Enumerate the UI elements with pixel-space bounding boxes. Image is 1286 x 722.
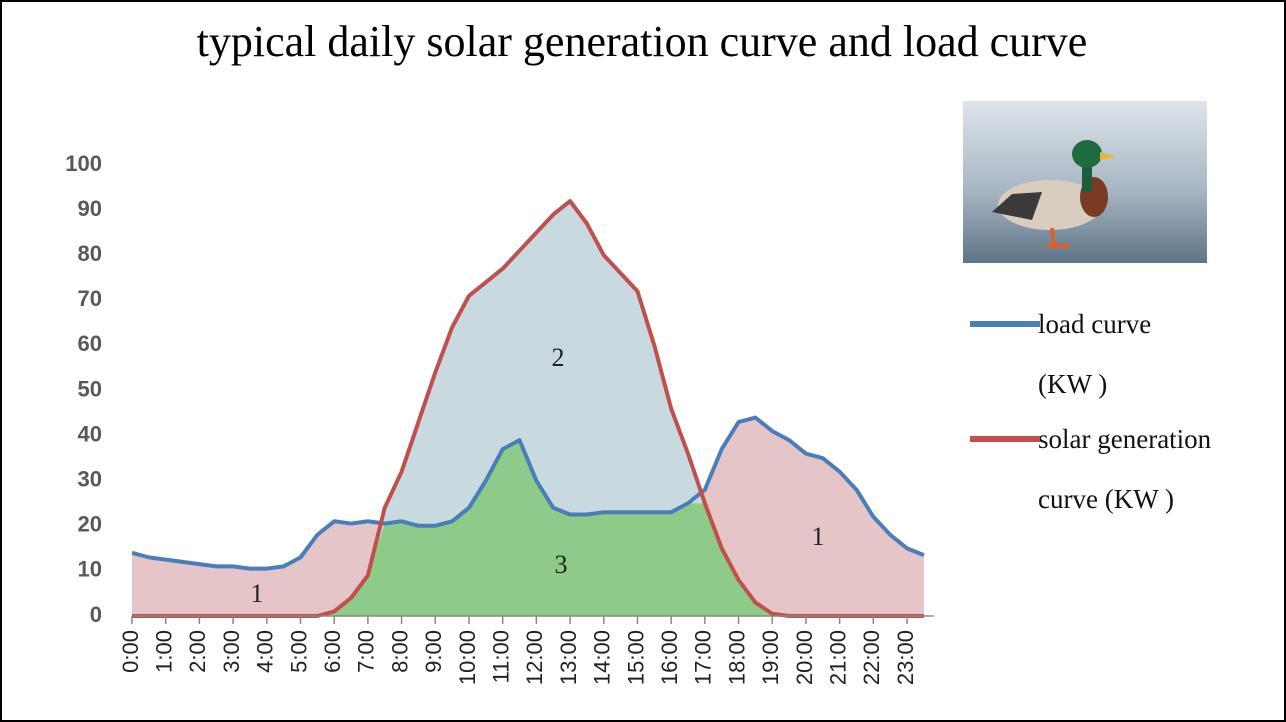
x-tick-label: 9:00: [421, 630, 446, 673]
x-tick-label: 23:00: [893, 630, 918, 685]
x-tick-label: 15:00: [623, 630, 648, 685]
region-label: 1: [812, 522, 825, 551]
overlap-area: [132, 440, 924, 616]
x-tick-label: 12:00: [522, 630, 547, 685]
y-tick-label: 10: [78, 557, 102, 582]
legend-swatch: [970, 436, 1040, 442]
legend-item: load curve (KW ): [966, 294, 1163, 414]
y-tick-label: 40: [78, 421, 102, 446]
x-tick-label: 3:00: [219, 630, 244, 673]
y-tick-label: 50: [78, 376, 102, 401]
x-tick-label: 0:00: [118, 630, 143, 673]
y-tick-label: 100: [65, 151, 102, 176]
x-tick-label: 18:00: [724, 630, 749, 685]
legend-swatch: [970, 321, 1040, 327]
x-tick-label: 8:00: [387, 630, 412, 673]
region-label: 3: [555, 550, 568, 579]
x-tick-label: 11:00: [488, 630, 513, 683]
legend-label: load curve (KW ): [1038, 309, 1152, 399]
region-label: 1: [251, 579, 264, 608]
x-tick-label: 14:00: [590, 630, 615, 685]
region-label: 2: [552, 343, 565, 372]
y-tick-label: 30: [78, 467, 102, 492]
y-tick-label: 60: [78, 331, 102, 356]
y-tick-label: 80: [78, 241, 102, 266]
x-tick-label: 13:00: [556, 630, 581, 685]
x-tick-label: 4:00: [253, 630, 278, 673]
y-tick-label: 90: [78, 196, 102, 221]
x-tick-label: 2:00: [185, 630, 210, 673]
x-tick-label: 20:00: [792, 630, 817, 685]
x-tick-label: 10:00: [455, 630, 480, 685]
duck-photo: [963, 101, 1207, 263]
x-tick-label: 5:00: [286, 630, 311, 673]
x-tick-label: 7:00: [354, 630, 379, 673]
x-tick-label: 21:00: [825, 630, 850, 685]
y-tick-label: 0: [90, 602, 102, 627]
x-tick-label: 22:00: [859, 630, 884, 685]
x-tick-label: 16:00: [657, 630, 682, 685]
x-tick-label: 1:00: [152, 630, 177, 673]
x-tick-label: 17:00: [691, 630, 716, 685]
legend-item: solar generation curve (KW ): [966, 409, 1248, 529]
x-tick-label: 6:00: [320, 630, 345, 673]
y-tick-label: 70: [78, 286, 102, 311]
line: [131, 415, 925, 571]
area: [132, 201, 924, 616]
chart-title: typical daily solar generation curve and…: [197, 17, 1088, 66]
y-tick-label: 20: [78, 512, 102, 537]
legend-label: solar generation curve (KW ): [1038, 424, 1212, 514]
x-tick-label: 19:00: [758, 630, 783, 685]
